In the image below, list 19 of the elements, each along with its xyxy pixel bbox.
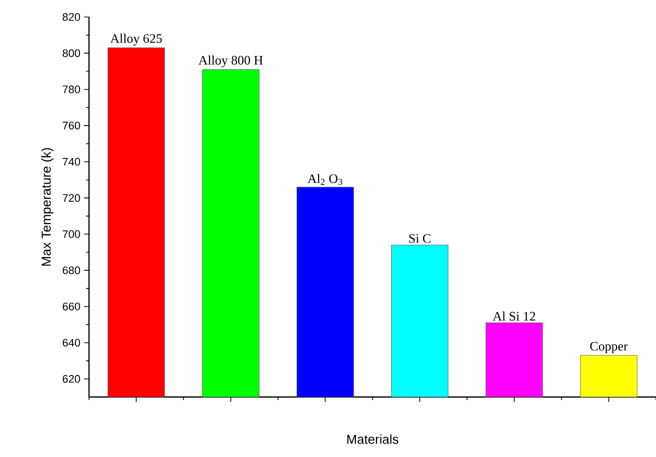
y-tick-label: 640	[62, 338, 80, 347]
y-tick-label: 700	[62, 230, 80, 238]
y-tick-label: 820	[62, 13, 80, 21]
y-tick-label: 780	[62, 86, 80, 94]
x-axis-title: Materials	[347, 434, 398, 444]
y-tick-label: 720	[62, 194, 80, 202]
y-tick-label: 800	[62, 49, 80, 58]
y-tick-label: 760	[62, 122, 80, 130]
y-tick-label: 660	[62, 302, 80, 310]
x-tick-label: Si C	[409, 234, 430, 243]
x-tick-label: Copper	[590, 342, 628, 354]
y-tick-label: 680	[62, 266, 80, 274]
x-tick-label: Al Si 12	[492, 312, 536, 321]
x-tick-label: Al$_{2}$ O$_{3}$	[308, 174, 342, 185]
x-tick-label: Alloy 625	[110, 34, 162, 46]
y-axis-title: Max Temperature (k)	[41, 148, 54, 266]
y-tick-label: 740	[62, 158, 80, 166]
x-tick-label: Alloy 800 H	[198, 56, 263, 68]
y-tick-label: 620	[62, 375, 80, 383]
